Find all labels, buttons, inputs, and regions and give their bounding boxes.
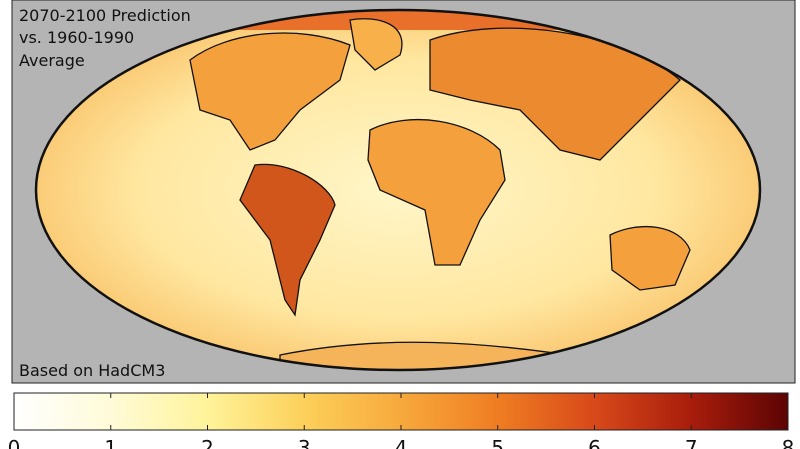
title-line: vs. 1960-1990 xyxy=(19,28,134,47)
title-line: 2070-2100 Prediction xyxy=(19,6,191,25)
tick-label: 2 xyxy=(201,436,214,449)
source-note: Based on HadCM3 xyxy=(19,361,165,380)
tick-label: 6 xyxy=(588,436,601,449)
title-line: Average xyxy=(19,51,85,70)
tick-label: 1 xyxy=(104,436,117,449)
tick-label: 5 xyxy=(491,436,504,449)
tick-label: 4 xyxy=(395,436,408,449)
colorbar xyxy=(13,392,789,431)
tick-label: 3 xyxy=(298,436,311,449)
globe-outline xyxy=(34,8,762,372)
tick-label: 7 xyxy=(685,436,698,449)
tick-label: 0 xyxy=(8,436,21,449)
colorbar-ticks: 0 1 2 3 4 5 6 7 8 xyxy=(8,393,795,449)
tick-label: 8 xyxy=(782,436,795,449)
